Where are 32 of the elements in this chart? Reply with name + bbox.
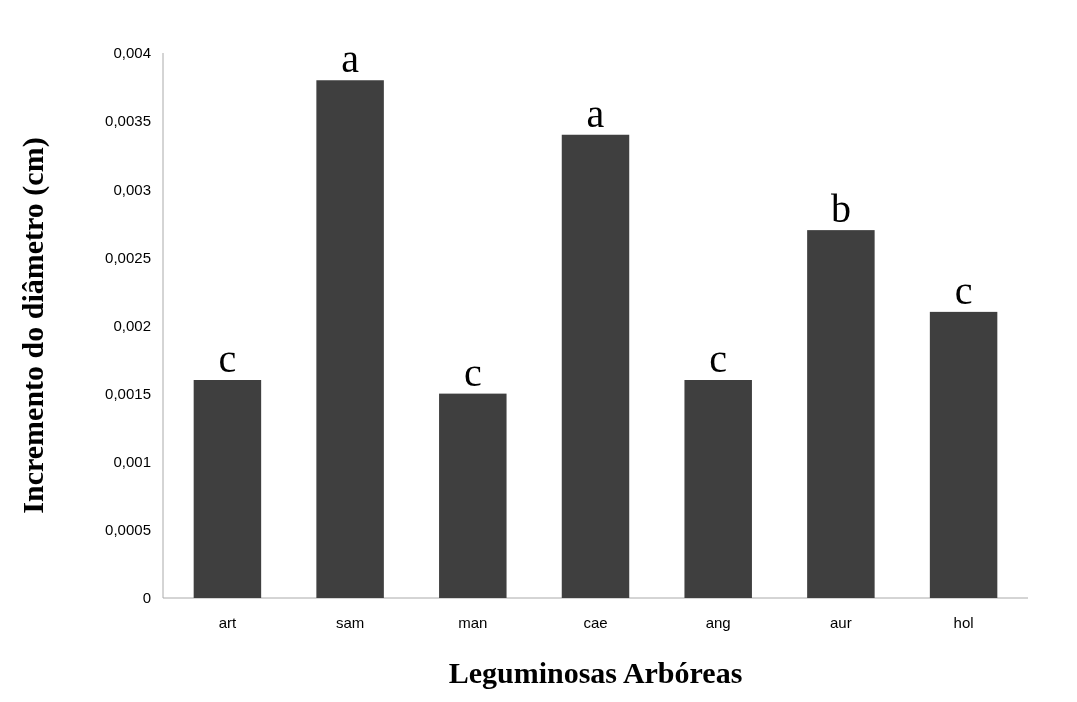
- bar: [807, 230, 875, 598]
- bar: [193, 380, 262, 598]
- x-tick-label: hol: [953, 614, 974, 631]
- x-axis-title: Leguminosas Arbóreas: [448, 656, 743, 689]
- x-tick-label: art: [218, 614, 237, 631]
- y-tick-label: 0,001: [113, 453, 151, 470]
- x-tick-label: ang: [705, 614, 731, 631]
- x-tick-label: sam: [335, 614, 365, 631]
- annotation: a: [586, 90, 605, 136]
- y-tick-label: 0,0025: [105, 248, 151, 266]
- y-tick-label: 0: [142, 589, 151, 607]
- y-tick-label: 0,0015: [105, 384, 151, 402]
- y-tick-label: 0,0035: [105, 112, 151, 130]
- x-tick-label: cae: [583, 614, 608, 631]
- bar: [439, 393, 507, 598]
- bar: [684, 380, 752, 598]
- annotation: c: [463, 349, 482, 395]
- bar: [561, 134, 630, 598]
- y-tick-label: 0,0005: [105, 521, 151, 539]
- x-tick-label: man: [458, 614, 488, 631]
- y-tick-label: 0,004: [113, 44, 151, 62]
- annotation: a: [341, 36, 360, 82]
- bar: [316, 80, 384, 598]
- bar: [929, 311, 998, 598]
- y-tick-label: 0,002: [113, 316, 151, 334]
- annotation: c: [218, 336, 237, 381]
- annotation: c: [954, 267, 973, 313]
- x-tick-label: aur: [830, 614, 852, 631]
- y-axis-title: Incremento do diâmetro (cm): [16, 137, 50, 514]
- y-tick-label: 0,003: [113, 180, 151, 198]
- annotation: c: [709, 336, 728, 381]
- annotation: b: [830, 186, 851, 232]
